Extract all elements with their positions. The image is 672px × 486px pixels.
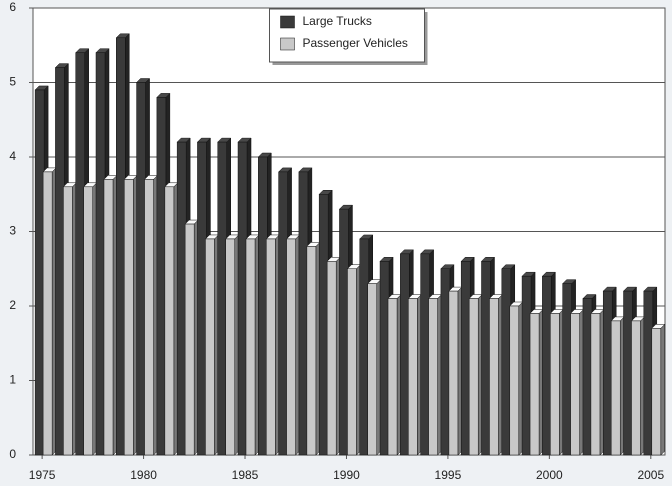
bar (400, 253, 410, 456)
y-tick-label: 6 (9, 0, 16, 14)
bar (83, 186, 93, 456)
bar (367, 283, 378, 456)
x-tick-label: 1990 (333, 468, 360, 482)
y-tick-label: 0 (9, 447, 16, 461)
x-tick-label: 2000 (536, 468, 563, 482)
y-tick-label: 3 (9, 224, 16, 238)
bar (481, 261, 491, 456)
bar (184, 223, 195, 456)
bar (347, 268, 357, 456)
bar (266, 238, 276, 456)
bar (245, 238, 256, 456)
x-tick-label: 1980 (130, 468, 157, 482)
bar (286, 238, 296, 456)
bar (509, 305, 520, 456)
bar (387, 298, 398, 456)
y-tick-label: 4 (9, 149, 16, 163)
bar (440, 268, 451, 456)
bar (643, 290, 654, 456)
bar (602, 290, 613, 456)
bar (326, 261, 337, 456)
bar (489, 298, 499, 456)
bar (631, 320, 641, 456)
bar (420, 253, 430, 456)
bar (258, 156, 268, 456)
bar (144, 179, 154, 456)
bar (542, 275, 552, 456)
bar (651, 328, 662, 456)
bar (55, 67, 65, 456)
bar (529, 313, 540, 456)
bar (590, 313, 601, 456)
bar (379, 261, 390, 456)
legend: Large Trucks Passenger Vehicles (269, 8, 428, 65)
bar (34, 89, 45, 456)
bar (164, 186, 175, 456)
x-tick-label: 1985 (232, 468, 259, 482)
bar (103, 179, 114, 456)
x-tick-label: 1995 (435, 468, 462, 482)
bar (136, 82, 146, 456)
bar (75, 52, 85, 456)
bar (521, 275, 532, 456)
bar (217, 141, 227, 456)
bar (448, 290, 459, 456)
bar (623, 290, 633, 456)
y-tick-label: 2 (9, 298, 16, 312)
bar (359, 238, 370, 456)
y-tick-label: 5 (9, 75, 16, 89)
bar (156, 97, 167, 456)
x-tick-label: 2005 (637, 468, 664, 482)
bar (582, 298, 593, 456)
legend-label: Large Trucks (303, 14, 372, 28)
bar-side (660, 323, 666, 456)
x-tick-label: 1975 (29, 468, 56, 482)
bar (63, 186, 73, 456)
bar (278, 171, 288, 456)
bar (124, 179, 134, 456)
legend-swatch (280, 37, 295, 51)
bar (42, 171, 53, 456)
bar (318, 194, 329, 456)
bar (460, 261, 471, 456)
bar (610, 320, 621, 456)
legend-box (269, 8, 425, 63)
bar (306, 246, 317, 456)
bar (468, 298, 479, 456)
bar (339, 208, 349, 456)
y-tick-label: 1 (9, 373, 16, 387)
bar (176, 141, 187, 456)
bar (237, 141, 248, 456)
bar (298, 171, 309, 456)
bar (501, 268, 512, 456)
bar (205, 238, 215, 456)
bar (428, 298, 438, 456)
bar (570, 313, 580, 456)
bar (197, 141, 207, 456)
bar (95, 52, 106, 456)
bar (550, 313, 560, 456)
bar (408, 298, 418, 456)
bar (116, 37, 126, 456)
bar (225, 238, 235, 456)
legend-label: Passenger Vehicles (303, 36, 408, 50)
bar (562, 283, 572, 456)
legend-swatch (280, 15, 295, 29)
